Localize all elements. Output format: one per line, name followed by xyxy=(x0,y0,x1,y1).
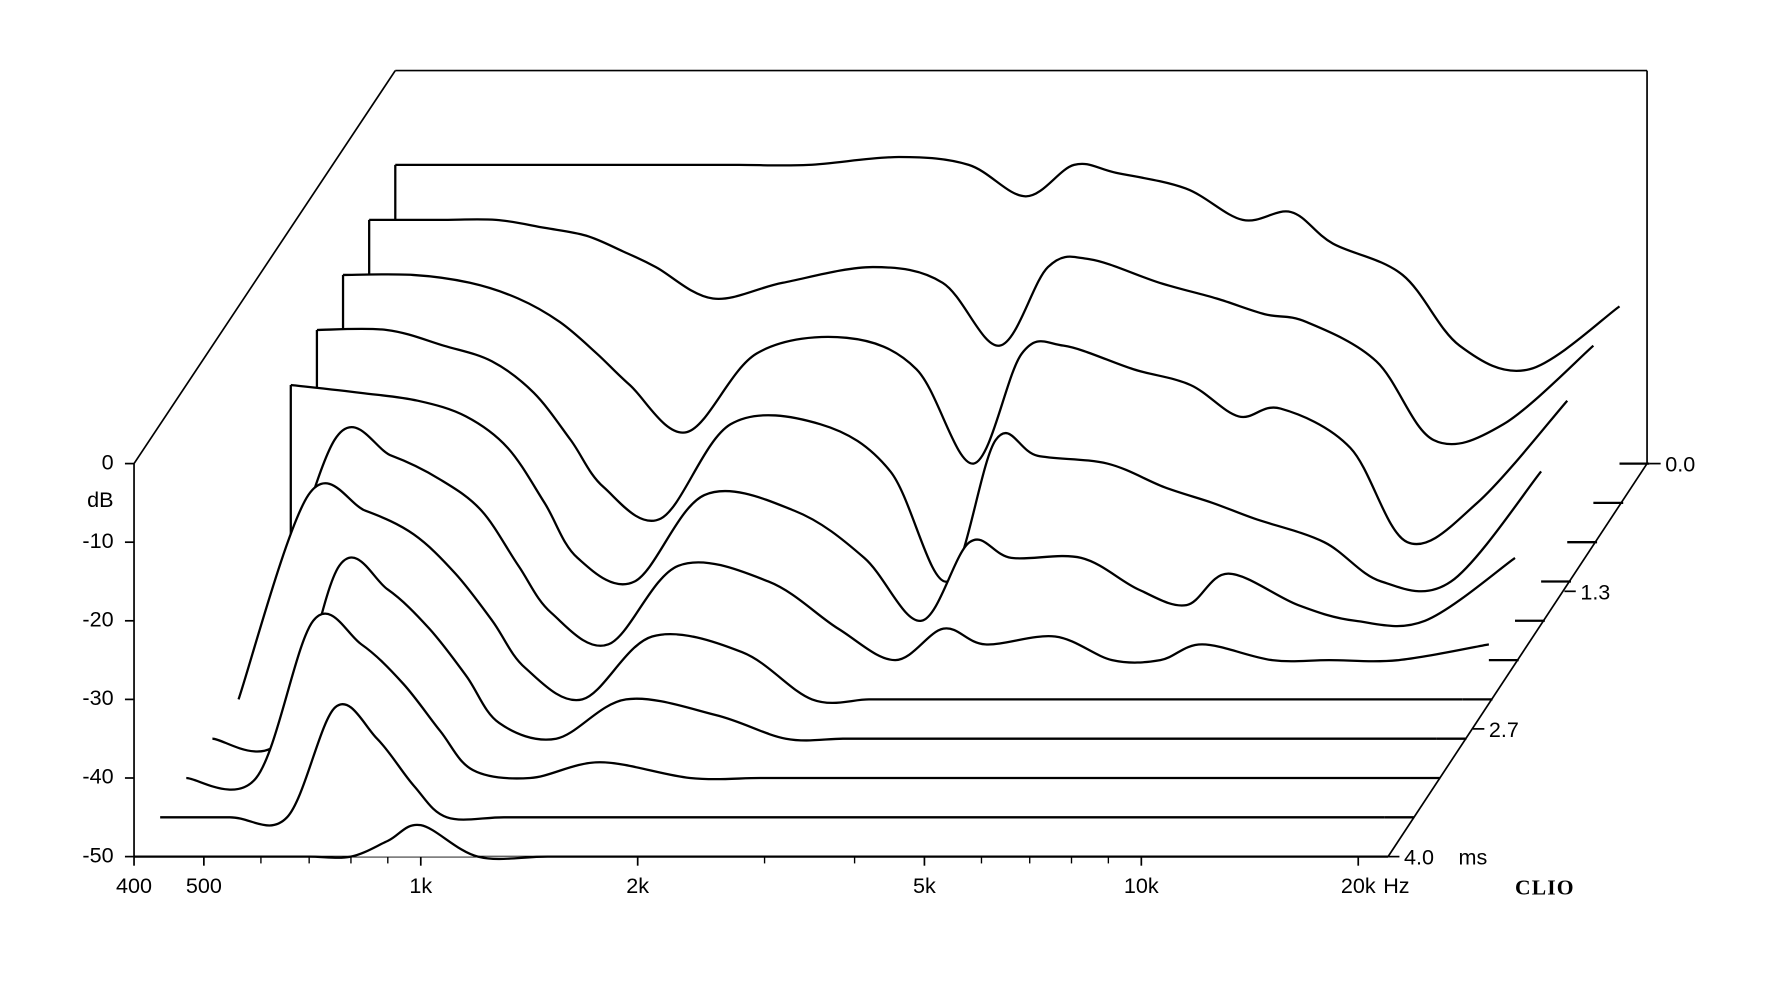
slice-fill xyxy=(134,824,1359,859)
slice-curve xyxy=(134,823,1359,861)
y-tick-label: -30 xyxy=(82,685,113,710)
slice-curve xyxy=(290,383,1516,628)
z-tick-label: 1.3 xyxy=(1580,579,1610,604)
z-tick-label: 0.0 xyxy=(1665,452,1695,477)
slice-curve xyxy=(160,703,1385,827)
slice-curve xyxy=(186,612,1411,791)
x-tick-label: 500 xyxy=(186,873,222,898)
frame-diagonal xyxy=(133,70,397,465)
slice-curve xyxy=(395,155,1621,372)
slice-curve xyxy=(263,425,1490,664)
z-tick-label: 4.0 xyxy=(1404,845,1434,870)
slice-curve xyxy=(369,218,1595,446)
z-unit: ms xyxy=(1458,845,1487,870)
slice-fill xyxy=(160,704,1385,826)
x-tick-label: 5k xyxy=(913,873,936,898)
x-unit: Hz xyxy=(1383,873,1409,898)
x-tick-label: 1k xyxy=(409,873,432,898)
slice-curve xyxy=(343,273,1569,546)
z-tick-label: 2.7 xyxy=(1489,717,1519,742)
y-tick-label: -10 xyxy=(82,528,113,553)
brand: CLIO xyxy=(1515,875,1575,899)
slice-curve xyxy=(212,556,1437,753)
slice-curve xyxy=(316,327,1542,593)
slice-curve xyxy=(237,482,1463,704)
x-tick-label: 2k xyxy=(626,873,649,898)
y-axis-label: dB xyxy=(87,487,113,512)
x-tick-label: 10k xyxy=(1124,873,1159,898)
y-tick-label: 0 xyxy=(102,449,114,474)
slice-fill xyxy=(316,328,1542,592)
y-tick-label: -50 xyxy=(82,842,113,867)
y-tick-label: -20 xyxy=(82,606,113,631)
x-tick-label: 20k xyxy=(1341,873,1376,898)
slice-fill xyxy=(343,274,1568,545)
x-tick-label: 400 xyxy=(116,873,152,898)
y-tick-label: -40 xyxy=(82,764,113,789)
